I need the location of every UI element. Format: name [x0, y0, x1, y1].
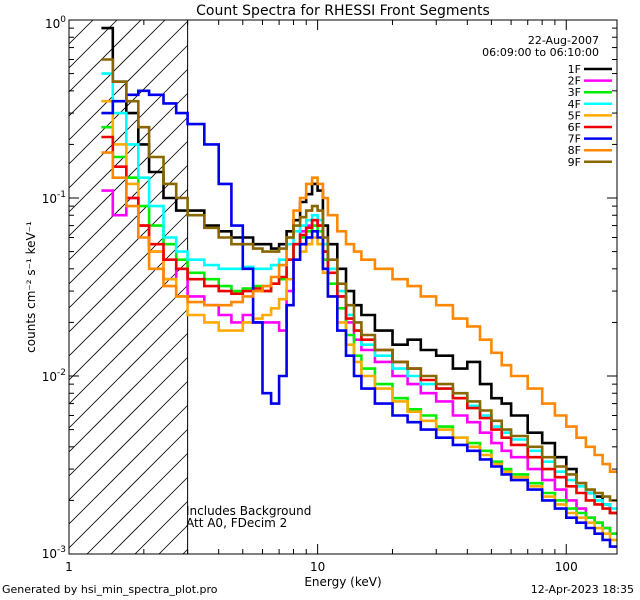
axis-ticks — [68, 19, 617, 555]
y-tick-labels: 100 10-1 10-2 10-3 — [42, 15, 67, 561]
series-line-8F — [101, 151, 617, 473]
series-line-1F — [101, 26, 617, 515]
series-line-9F — [101, 58, 617, 502]
series-line-5F — [101, 99, 617, 542]
legend-label-5F: 5F — [568, 109, 581, 122]
x-tick-label: 10 — [310, 560, 325, 574]
time-range-label: 06:09:00 to 06:10:00 — [482, 46, 599, 59]
series-line-4F — [101, 72, 617, 510]
annotation-background: Includes Background — [186, 504, 311, 518]
series-layer — [101, 26, 617, 548]
series-line-7F — [101, 89, 617, 548]
series-line-6F — [101, 135, 617, 515]
footer-timestamp: 12-Apr-2023 18:35 — [530, 583, 634, 596]
legend-label-9F: 9F — [568, 156, 581, 169]
legend-label-1F: 1F — [568, 63, 581, 76]
y-axis-label: counts cm⁻² s⁻¹ keV⁻¹ — [24, 221, 38, 353]
legend-label-8F: 8F — [568, 144, 581, 157]
y-tick-label: 10-3 — [42, 545, 66, 561]
footer-generated-by: Generated by hsi_min_spectra_plot.pro — [2, 583, 218, 596]
x-axis-label: Energy (keV) — [304, 575, 381, 589]
plot-frame — [68, 19, 618, 555]
x-tick-labels: 1 10 100 — [65, 560, 578, 574]
hatch-lines — [69, 20, 188, 554]
legend-label-2F: 2F — [568, 75, 581, 88]
x-tick-label: 1 — [65, 560, 73, 574]
legend-label-4F: 4F — [568, 98, 581, 111]
y-tick-label: 10-2 — [42, 368, 66, 384]
legend-label-6F: 6F — [568, 121, 581, 134]
y-tick-label: 100 — [45, 15, 66, 31]
legend-label-7F: 7F — [568, 133, 581, 146]
x-tick-label: 100 — [555, 560, 578, 574]
legend-label-3F: 3F — [568, 86, 581, 99]
attenuator-hatch-region — [69, 20, 188, 554]
annotation-attenuator: Att A0, FDecim 2 — [186, 516, 287, 530]
y-tick-label: 10-1 — [42, 190, 66, 206]
chart-title: Count Spectra for RHESSI Front Segments — [196, 3, 490, 19]
date-label: 22-Aug-2007 — [528, 34, 599, 47]
